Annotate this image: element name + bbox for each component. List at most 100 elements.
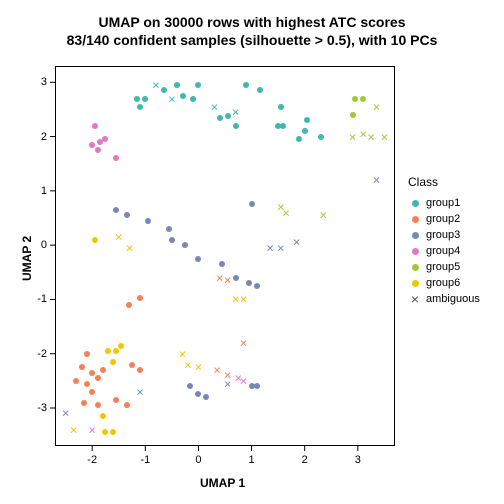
- scatter-cross: ×: [224, 274, 232, 287]
- scatter-point: [233, 123, 239, 129]
- scatter-cross: ×: [224, 377, 232, 390]
- scatter-cross: ×: [373, 100, 381, 113]
- scatter-point: [110, 359, 116, 365]
- scatter-point: [84, 381, 90, 387]
- scatter-point: [254, 383, 260, 389]
- x-tick-label: -2: [87, 454, 97, 466]
- scatter-point: [166, 226, 172, 232]
- scatter-point: [246, 280, 252, 286]
- scatter-point: [137, 367, 143, 373]
- scatter-point: [113, 155, 119, 161]
- scatter-point: [73, 378, 79, 384]
- scatter-cross: ×: [216, 271, 224, 284]
- scatter-point: [102, 429, 108, 435]
- legend-item: group3: [408, 227, 480, 243]
- scatter-point: [145, 218, 151, 224]
- scatter-cross: ×: [184, 358, 192, 371]
- legend: Class group1 group2 group3 group4 group5 grou…: [408, 175, 480, 307]
- legend-item: × ambiguous: [408, 291, 480, 307]
- scatter-point: [95, 402, 101, 408]
- legend-label: ambiguous: [426, 293, 480, 305]
- scatter-point: [174, 82, 180, 88]
- legend-title: Class: [408, 175, 480, 189]
- scatter-point: [137, 104, 143, 110]
- y-tick-label: 2: [41, 131, 47, 143]
- scatter-point: [81, 400, 87, 406]
- scatter-cross: ×: [232, 293, 240, 306]
- scatter-point: [169, 237, 175, 243]
- scatter-cross: ×: [115, 231, 123, 244]
- legend-label: group5: [426, 261, 460, 273]
- scatter-point: [195, 256, 201, 262]
- scatter-point: [124, 402, 130, 408]
- scatter-point: [254, 283, 260, 289]
- scatter-cross: ×: [349, 130, 357, 143]
- y-tick-label: 1: [41, 185, 47, 197]
- scatter-point: [89, 370, 95, 376]
- scatter-point: [219, 261, 225, 267]
- scatter-cross: ×: [195, 361, 203, 374]
- scatter-point: [190, 96, 196, 102]
- cross-icon: ×: [408, 292, 422, 306]
- scatter-point: [296, 136, 302, 142]
- y-tick-label: -3: [37, 402, 47, 414]
- scatter-point: [187, 383, 193, 389]
- scatter-point: [100, 413, 106, 419]
- scatter-point: [124, 212, 130, 218]
- scatter-point: [95, 147, 101, 153]
- dot-icon: [408, 200, 422, 207]
- dot-icon: [408, 248, 422, 255]
- legend-item: group1: [408, 195, 480, 211]
- scatter-cross: ×: [277, 241, 285, 254]
- scatter-point: [302, 128, 308, 134]
- scatter-point: [225, 113, 231, 119]
- scatter-point: [129, 362, 135, 368]
- scatter-point: [79, 364, 85, 370]
- y-tick-label: -2: [37, 348, 47, 360]
- scatter-cross: ×: [62, 407, 70, 420]
- scatter-point: [352, 96, 358, 102]
- legend-label: group3: [426, 229, 460, 241]
- scatter-point: [233, 275, 239, 281]
- scatter-point: [350, 112, 356, 118]
- scatter-point: [92, 237, 98, 243]
- scatter-point: [360, 96, 366, 102]
- scatter-point: [195, 82, 201, 88]
- scatter-cross: ×: [168, 92, 176, 105]
- scatter-cross: ×: [293, 236, 301, 249]
- scatter-point: [217, 115, 223, 121]
- x-tick-label: 0: [195, 454, 201, 466]
- legend-item: group5: [408, 259, 480, 275]
- scatter-point: [257, 87, 263, 93]
- y-axis-label: UMAP 2: [20, 236, 34, 281]
- scatter-cross: ×: [319, 209, 327, 222]
- scatter-point: [195, 391, 201, 397]
- x-tick-label: -1: [140, 454, 150, 466]
- x-tick-label: 2: [302, 454, 308, 466]
- scatter-point: [118, 343, 124, 349]
- scatter-cross: ×: [211, 100, 219, 113]
- scatter-point: [92, 123, 98, 129]
- scatter-point: [304, 117, 310, 123]
- scatter-cross: ×: [266, 241, 274, 254]
- scatter-point: [134, 96, 140, 102]
- scatter-cross: ×: [240, 374, 248, 387]
- dot-icon: [408, 232, 422, 239]
- legend-label: group1: [426, 197, 460, 209]
- scatter-cross: ×: [240, 336, 248, 349]
- scatter-point: [113, 397, 119, 403]
- scatter-point: [100, 367, 106, 373]
- scatter-cross: ×: [213, 364, 221, 377]
- scatter-cross: ×: [70, 423, 78, 436]
- dot-icon: [408, 264, 422, 271]
- scatter-point: [180, 93, 186, 99]
- scatter-cross: ×: [88, 423, 96, 436]
- scatter-point: [280, 123, 286, 129]
- scatter-point: [161, 87, 167, 93]
- scatter-point: [84, 351, 90, 357]
- scatter-point: [126, 302, 132, 308]
- scatter-point: [105, 348, 111, 354]
- legend-label: group6: [426, 277, 460, 289]
- legend-label: group4: [426, 245, 460, 257]
- legend-label: group2: [426, 213, 460, 225]
